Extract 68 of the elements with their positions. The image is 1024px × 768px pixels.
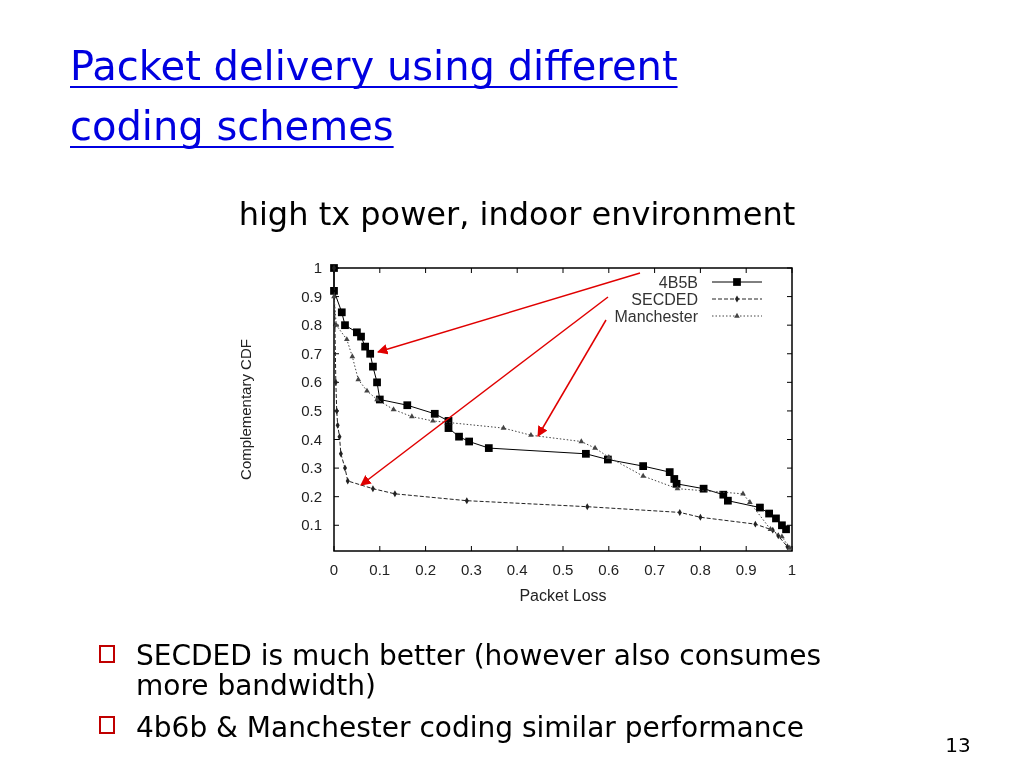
- point: [605, 453, 612, 459]
- point: [390, 406, 397, 412]
- y-axis-title: Complementary CDF: [237, 339, 254, 480]
- y-tick-label: 1: [313, 259, 322, 276]
- x-tick-label: 0.1: [369, 561, 391, 578]
- point: [355, 376, 362, 382]
- point: [782, 525, 790, 534]
- x-tick-label: 0.8: [689, 561, 711, 578]
- point: [369, 362, 377, 371]
- y-tick-label: 0.8: [301, 316, 322, 334]
- point: [528, 431, 534, 437]
- y-tick-label: 0.1: [301, 516, 322, 534]
- point: [361, 342, 370, 351]
- point: [455, 432, 463, 441]
- point: [578, 438, 585, 444]
- point: [747, 499, 753, 505]
- point: [484, 444, 493, 452]
- point: [765, 509, 773, 518]
- point: [430, 417, 436, 423]
- y-tick-label: 0.4: [301, 430, 322, 448]
- x-tick-label: 0.4: [506, 561, 528, 578]
- point: [349, 353, 356, 359]
- point: [674, 485, 681, 491]
- point: [364, 387, 370, 393]
- point: [592, 444, 598, 450]
- point: [409, 413, 415, 419]
- point: [724, 496, 732, 505]
- x-tick-label: 0.7: [644, 561, 666, 578]
- point: [341, 321, 349, 330]
- x-tick-label: 0.5: [552, 561, 574, 578]
- point: [665, 468, 674, 476]
- point: [582, 449, 590, 458]
- point: [430, 409, 439, 418]
- point: [357, 332, 365, 341]
- x-tick-label: 1: [787, 561, 797, 578]
- y-tick-label: 0.3: [301, 459, 322, 477]
- x-tick-label: 0.9: [735, 561, 757, 578]
- x-tick-label: 0: [329, 561, 339, 578]
- text: SECDED is much better (however also consumes more bandwidth): [136, 639, 822, 702]
- legend-label: 4B5B: [658, 274, 698, 291]
- point: [756, 503, 764, 512]
- y-tick-label: 0.9: [301, 287, 322, 305]
- point: [465, 437, 473, 446]
- chart-subtitle: high tx power, indoor environment: [238, 195, 796, 233]
- x-tick-label: 0.2: [415, 561, 437, 578]
- point: [374, 396, 380, 402]
- y-tick-label: 0.5: [301, 401, 322, 419]
- point: [640, 472, 646, 478]
- point: [373, 378, 381, 387]
- point: [337, 308, 346, 317]
- text: 13: [945, 733, 971, 757]
- y-tick-label: 0.7: [301, 344, 322, 362]
- chart-title: Packet delivery using different coding schemes: [70, 43, 678, 149]
- point: [343, 336, 350, 342]
- x-tick-label: 0.3: [460, 561, 482, 578]
- point: [403, 401, 412, 410]
- y-tick-label: 0.2: [301, 487, 322, 505]
- legend-label: SECDED: [631, 291, 698, 308]
- point: [500, 424, 507, 430]
- y-tick-label: 0.6: [301, 373, 322, 391]
- point: [366, 349, 375, 358]
- point: [639, 462, 648, 470]
- text: 4b6b & Manchester coding similar performance: [136, 711, 805, 744]
- x-axis-title: Packet Loss: [519, 587, 607, 604]
- legend-label: Manchester: [614, 308, 699, 325]
- x-tick-label: 0.6: [598, 561, 620, 578]
- point: [772, 514, 780, 523]
- point: [444, 424, 453, 432]
